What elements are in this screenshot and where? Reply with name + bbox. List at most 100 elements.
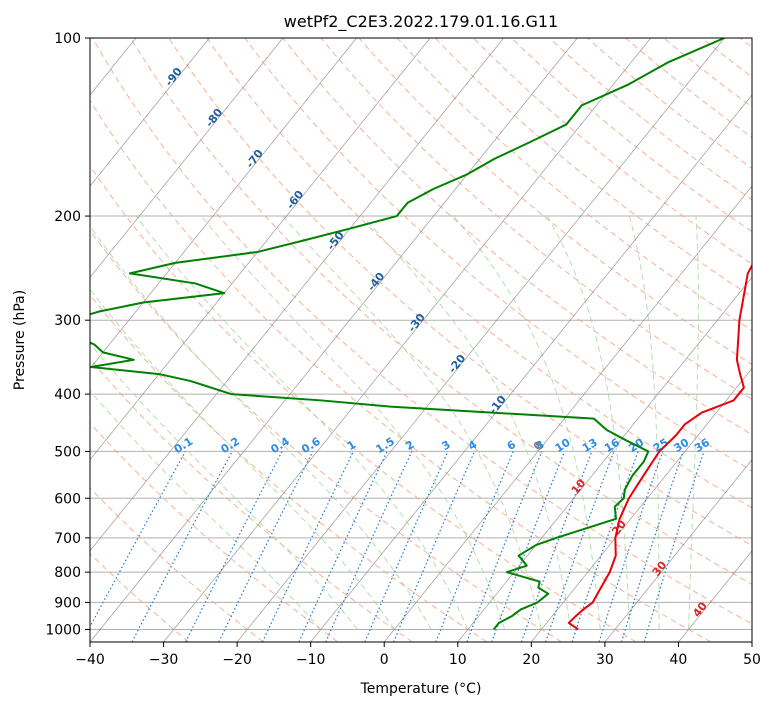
x-tick-label: 30 bbox=[596, 652, 614, 668]
isotherm-line bbox=[383, 185, 752, 642]
isotherm-label: -90 bbox=[162, 65, 185, 89]
mixing-ratio-label: 0.4 bbox=[268, 435, 292, 457]
x-tick-label: 40 bbox=[670, 652, 688, 668]
isotherm-line bbox=[604, 459, 752, 642]
isotherm-line bbox=[90, 38, 578, 642]
mixing-ratio-line bbox=[218, 451, 314, 642]
mixing-ratio-label: 0.6 bbox=[299, 435, 323, 457]
dry-adiabat-line bbox=[90, 99, 712, 642]
isotherm-label: -20 bbox=[446, 352, 469, 376]
isotherm-label: -60 bbox=[284, 188, 307, 212]
dry-adiabat-line bbox=[320, 38, 752, 400]
isotherm-line bbox=[0, 38, 62, 642]
mixing-ratio-line bbox=[598, 451, 664, 642]
mixing-ratio-lines bbox=[90, 451, 705, 642]
y-axis-label: Pressure (hPa) bbox=[12, 290, 28, 390]
y-axis: 100 200 300 400 500 600 700 800 900 1000 bbox=[45, 31, 90, 638]
dry-adiabat-line bbox=[90, 165, 637, 642]
mixing-ratio-line bbox=[466, 451, 543, 642]
y-tick-label: 300 bbox=[54, 313, 81, 329]
isotherm-line bbox=[678, 550, 752, 642]
moist-adiabat-line bbox=[90, 390, 322, 630]
moist-adiabat-line bbox=[453, 215, 601, 630]
y-tick-label: 800 bbox=[54, 565, 81, 581]
moist-adiabat-line bbox=[361, 215, 572, 630]
y-tick-label: 1000 bbox=[45, 622, 81, 638]
dry-adiabat-line bbox=[396, 38, 752, 331]
x-tick-label: −20 bbox=[222, 652, 252, 668]
moist-adiabat-line bbox=[546, 215, 631, 630]
isotherm-label: -70 bbox=[243, 147, 266, 171]
dry-adiabat-line bbox=[90, 229, 562, 642]
isotherms bbox=[0, 38, 752, 642]
dewpoint-profile bbox=[90, 38, 725, 631]
isotherm-line bbox=[457, 276, 752, 642]
x-tick-label: 10 bbox=[449, 652, 467, 668]
adiabats bbox=[90, 38, 752, 642]
mixing-ratio-line bbox=[393, 451, 476, 642]
dry-adiabat-line bbox=[90, 487, 264, 642]
mixing-ratio-label: 13 bbox=[580, 436, 600, 455]
isotherm-line bbox=[90, 38, 504, 552]
mixing-ratio-label: 30 bbox=[671, 436, 691, 455]
x-tick-label: −10 bbox=[296, 652, 326, 668]
x-tick-label: −30 bbox=[149, 652, 179, 668]
moist-adiabat-line bbox=[200, 215, 506, 630]
isotherm-line bbox=[90, 38, 284, 278]
mixing-ratio-line bbox=[185, 451, 283, 642]
isotherm-label: -40 bbox=[365, 270, 388, 294]
mixing-ratio-line bbox=[520, 451, 593, 642]
dry-adiabat-line bbox=[625, 38, 752, 139]
line-labels: 0.1 0.2 0.4 0.6 1 1.5 2 3 4 6 8 10 13 16 20 25 30 36-90-8… bbox=[162, 65, 712, 620]
mixing-ratio-label: 16 bbox=[602, 436, 622, 455]
dry-adiabat-line bbox=[549, 38, 752, 201]
mixing-ratio-line bbox=[325, 451, 413, 642]
x-axis-label: Temperature (°C) bbox=[360, 681, 482, 697]
dry-adiabat-line bbox=[90, 552, 190, 642]
mixing-ratio-line bbox=[261, 451, 354, 642]
mixing-ratio-line bbox=[90, 451, 186, 628]
mixing-ratio-label: 6 bbox=[505, 438, 519, 453]
x-axis: −40 −30 −20 −10 0 10 20 30 40 50 bbox=[75, 642, 761, 668]
isotherm-line bbox=[90, 38, 210, 187]
dry-adiabat-line bbox=[168, 38, 752, 547]
mixing-ratio-line bbox=[364, 451, 449, 642]
moist-adiabat-line bbox=[90, 225, 432, 630]
y-tick-label: 200 bbox=[54, 209, 81, 225]
mixing-ratio-label: 2 bbox=[403, 438, 416, 453]
dry-adiabat-line bbox=[90, 422, 339, 642]
dry-adiabat-line bbox=[511, 38, 752, 233]
x-tick-label: 50 bbox=[743, 652, 761, 668]
plot-frame bbox=[89, 37, 753, 643]
grid bbox=[90, 38, 752, 630]
dry-adiabat-line bbox=[244, 38, 752, 472]
x-tick-label: −40 bbox=[75, 652, 105, 668]
dry-adiabat-line bbox=[739, 38, 752, 48]
isotherm-label: 10 bbox=[569, 476, 589, 496]
dry-adiabat-line bbox=[92, 38, 752, 625]
mixing-ratio-line bbox=[491, 451, 566, 642]
mixing-ratio-line bbox=[298, 451, 388, 642]
dry-adiabat-line bbox=[434, 38, 752, 298]
mixing-ratio-label: 1 bbox=[345, 438, 358, 453]
chart-title: wetPf2_C2E3.2022.179.01.16.G11 bbox=[284, 12, 558, 32]
dry-adiabat-line bbox=[90, 294, 488, 642]
dry-adiabat-line bbox=[206, 38, 752, 509]
x-tick-label: 20 bbox=[522, 652, 540, 668]
dry-adiabat-line bbox=[282, 38, 752, 436]
isotherm-line bbox=[163, 38, 652, 642]
y-tick-label: 400 bbox=[54, 387, 81, 403]
dry-adiabat-line bbox=[663, 38, 752, 108]
mixing-ratio-line bbox=[545, 451, 615, 642]
y-tick-label: 900 bbox=[54, 595, 81, 611]
mixing-ratio-label: 1.5 bbox=[374, 435, 397, 456]
profiles bbox=[90, 38, 752, 631]
dry-adiabat-line bbox=[90, 358, 413, 642]
moist-adiabat-line bbox=[135, 215, 469, 630]
isotherm-line bbox=[310, 94, 752, 642]
isotherm-label: -30 bbox=[405, 311, 428, 335]
isotherm-line bbox=[90, 38, 357, 370]
mixing-ratio-line bbox=[435, 451, 514, 642]
mixing-ratio-line bbox=[620, 451, 684, 642]
